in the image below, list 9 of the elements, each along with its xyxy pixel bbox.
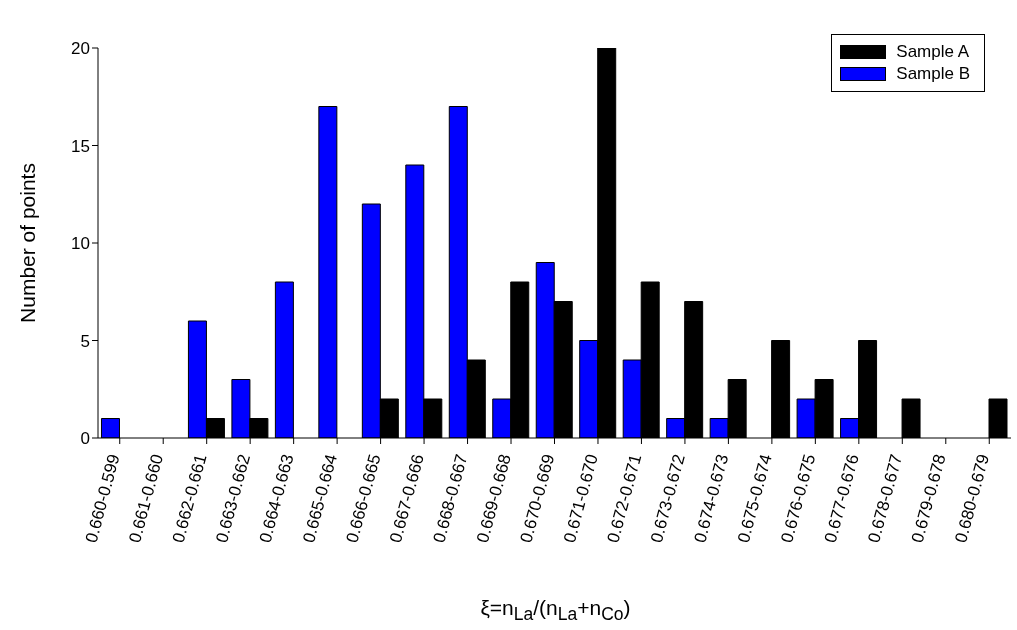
y-axis-title: Number of points — [16, 163, 40, 323]
x-axis-title: ξ=n$_{La}$/(n$_{La}$+n$_{Co}$) — [479, 596, 632, 626]
legend-label: Sample B — [896, 63, 970, 85]
y-tick-label: 5 — [80, 331, 90, 351]
y-tick-label: 0 — [80, 429, 90, 449]
y-tick-label: 20 — [71, 39, 90, 59]
y-tick-label: 15 — [71, 136, 90, 156]
legend-label: Sample A — [896, 41, 970, 63]
y-tick-label: 10 — [71, 234, 90, 254]
